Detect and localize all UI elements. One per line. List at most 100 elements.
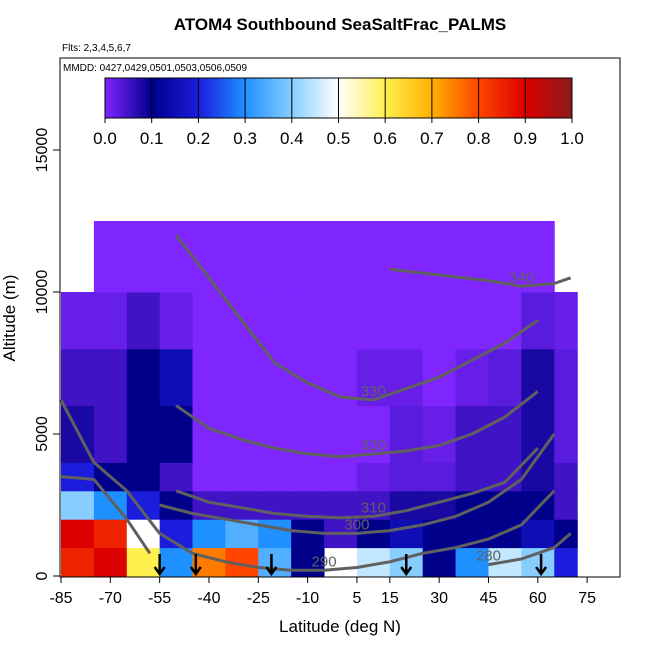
colorbar-tick-label: 0.6 bbox=[373, 129, 397, 148]
plot-frame bbox=[59, 57, 621, 578]
heatmap-cell bbox=[258, 292, 292, 350]
contour-line bbox=[175, 390, 539, 459]
heatmap-cell bbox=[93, 348, 128, 407]
heatmap-cell bbox=[61, 519, 95, 549]
contour-line bbox=[389, 267, 572, 288]
heatmap-cell bbox=[389, 348, 424, 407]
contour-label: 290 bbox=[312, 553, 337, 570]
heatmap-cell bbox=[192, 221, 226, 293]
heatmap-cell bbox=[159, 462, 194, 492]
heatmap-cell bbox=[455, 292, 489, 350]
heatmap-cell bbox=[258, 547, 292, 577]
arrow bbox=[400, 554, 413, 577]
x-tick-label: 5 bbox=[352, 590, 361, 607]
x-tick-label: -85 bbox=[49, 590, 72, 607]
colorbar-tick-label: 1.0 bbox=[560, 129, 584, 148]
x-axis-label: Latitude (deg N) bbox=[279, 617, 401, 636]
heatmap-cell bbox=[389, 490, 424, 520]
colorbar-tick-label: 0.9 bbox=[513, 129, 537, 148]
heatmap-cell bbox=[93, 221, 128, 293]
heatmap-cell bbox=[554, 348, 578, 407]
heatmap-cell bbox=[324, 292, 358, 350]
heatmap-cell bbox=[192, 519, 226, 549]
heatmap-cell bbox=[225, 221, 259, 293]
heatmap-cell bbox=[389, 405, 424, 463]
colorbar-tick-label: 0.4 bbox=[280, 129, 304, 148]
heatmap-cell bbox=[258, 462, 292, 492]
contour-label: 300 bbox=[344, 516, 369, 533]
heatmap-cell bbox=[389, 221, 424, 293]
arrow bbox=[265, 554, 278, 577]
y-tick-label: 5000 bbox=[34, 416, 51, 452]
heatmap-cell bbox=[225, 348, 259, 407]
heatmap-cell bbox=[225, 405, 259, 463]
contour-label: 310 bbox=[361, 499, 386, 516]
x-tick-label: -25 bbox=[247, 590, 270, 607]
heatmap-cell bbox=[521, 519, 555, 549]
colorbar-tick-label: 0.3 bbox=[233, 129, 257, 148]
heatmap-cell bbox=[192, 348, 226, 407]
colorbar-tick-label: 0.2 bbox=[187, 129, 211, 148]
subtitle: Flts: 2,3,4,5,6,7 bbox=[62, 43, 131, 54]
heatmap-cell bbox=[422, 221, 457, 293]
heatmap-cell bbox=[93, 292, 128, 350]
heatmap-cell bbox=[126, 348, 161, 407]
heatmap-cell bbox=[488, 292, 522, 350]
heatmap-cell bbox=[159, 547, 194, 577]
heatmap-cell bbox=[291, 221, 325, 293]
heatmap-cell bbox=[126, 405, 161, 463]
x-tick-label: 30 bbox=[430, 590, 448, 607]
heatmap-cell bbox=[61, 292, 95, 350]
heatmap-cell bbox=[258, 519, 292, 549]
contour-line bbox=[60, 475, 572, 567]
heatmap-cell bbox=[521, 462, 555, 492]
x-tick-label: -55 bbox=[148, 590, 171, 607]
colorbar-tick-label: 0.5 bbox=[327, 129, 351, 148]
heatmap-cell bbox=[521, 292, 555, 350]
heatmap-cell bbox=[356, 292, 391, 350]
heatmap-cell bbox=[126, 221, 161, 293]
heatmap-cell bbox=[324, 405, 358, 463]
heatmap-cell bbox=[389, 462, 424, 492]
y-tick-label: 15000 bbox=[34, 128, 51, 173]
contour-label: 340 bbox=[509, 269, 534, 286]
heatmap-cell bbox=[225, 462, 259, 492]
heatmap-cell bbox=[521, 221, 555, 293]
contour-line bbox=[175, 447, 539, 520]
y-axis-label: Altitude (m) bbox=[0, 275, 19, 362]
heatmap-cell bbox=[389, 519, 424, 549]
y-tick-label: 0 bbox=[34, 571, 51, 580]
colorbar-tick-label: 0.1 bbox=[140, 129, 164, 148]
heatmap-cell bbox=[324, 221, 358, 293]
contour-line bbox=[59, 399, 556, 572]
heatmap-cell bbox=[192, 405, 226, 463]
contour-line bbox=[159, 433, 556, 535]
heatmap-cell bbox=[554, 462, 578, 492]
heatmap-cell bbox=[258, 405, 292, 463]
x-tick-label: 45 bbox=[480, 590, 498, 607]
colorbar-tick-label: 0.0 bbox=[93, 129, 117, 148]
chart-title: ATOM4 Southbound SeaSaltFrac_PALMS bbox=[174, 15, 506, 34]
heatmap-cell bbox=[192, 292, 226, 350]
heatmap-cell bbox=[554, 292, 578, 350]
heatmap-cell bbox=[521, 348, 555, 407]
heatmap-cell bbox=[159, 348, 194, 407]
heatmap-cell bbox=[258, 221, 292, 293]
heatmap-cell bbox=[291, 292, 325, 350]
heatmap-cell bbox=[488, 405, 522, 463]
contour-label: 280 bbox=[476, 548, 501, 565]
arrow bbox=[535, 554, 548, 577]
heatmap-cell bbox=[554, 547, 578, 577]
colorbar-tick-label: 0.7 bbox=[420, 129, 444, 148]
heatmap-cell bbox=[356, 462, 391, 492]
heatmap-cell bbox=[192, 462, 226, 492]
x-tick-label: -10 bbox=[296, 590, 319, 607]
heatmap-cell bbox=[61, 547, 95, 577]
heatmap-cell bbox=[258, 348, 292, 407]
heatmap-cell bbox=[126, 292, 161, 350]
arrow bbox=[189, 554, 202, 577]
heatmap-cell bbox=[324, 462, 358, 492]
heatmap-cell bbox=[291, 462, 325, 492]
